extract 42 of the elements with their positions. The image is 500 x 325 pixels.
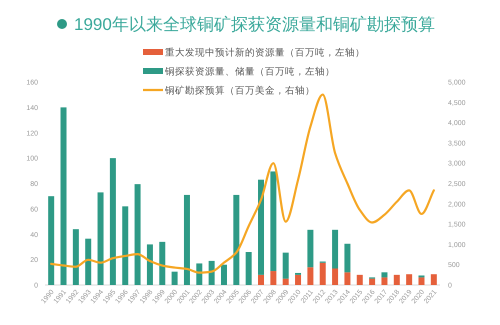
bar: [246, 252, 252, 285]
bar: [295, 274, 302, 285]
bar: [270, 271, 276, 285]
bar: [110, 158, 116, 285]
bar: [258, 274, 264, 285]
bar: [430, 274, 437, 285]
bar: [60, 107, 67, 285]
bar: [307, 230, 314, 268]
bar: [344, 244, 350, 272]
bar: [122, 206, 128, 285]
bar: [381, 272, 388, 278]
legend-label: 铜矿勘探预算（百万美金，右轴）: [164, 84, 315, 96]
bar: [332, 268, 338, 285]
bar: [270, 171, 276, 272]
legend-label: 重大发现中预计新的资源量（百万吨，左轴）: [165, 46, 365, 58]
bar: [85, 238, 92, 285]
bar: [406, 274, 412, 285]
bar: [356, 274, 363, 285]
bar: [172, 272, 178, 285]
bar: [258, 180, 264, 275]
bar: [208, 260, 215, 285]
bar: [307, 267, 314, 285]
bar: [344, 272, 350, 285]
bar: [282, 252, 289, 279]
bar: [418, 277, 424, 285]
bar: [146, 244, 153, 285]
bar: [332, 230, 338, 269]
bar: [381, 277, 388, 285]
bar: [48, 196, 54, 285]
bar: [98, 192, 104, 285]
bar: [320, 262, 326, 285]
bar: [369, 278, 376, 285]
bar: [159, 242, 166, 285]
legend-label: 铜探获资源量、储量（百万吨，左轴）: [164, 66, 335, 78]
bar: [220, 264, 227, 285]
bar: [394, 274, 400, 285]
bar: [184, 194, 190, 285]
chart-title: 1990年以来全球铜矿探获资源量和铜矿勘探预算: [74, 15, 435, 34]
bar: [282, 278, 289, 285]
bar: [233, 194, 240, 285]
bar: [72, 229, 79, 285]
bar: [134, 184, 141, 285]
